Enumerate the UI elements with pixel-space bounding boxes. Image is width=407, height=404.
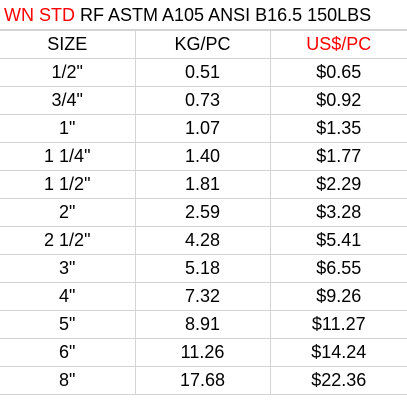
table-cell: 17.68 <box>134 366 271 395</box>
table-cell: $14.24 <box>269 338 407 367</box>
title-rest: RF ASTM A105 ANSI B16.5 150LBS <box>80 5 372 25</box>
table-body: SIZE KG/PC US$/PC 1/2" 0.51 $0.65 3/4" 0.73 $0.9… <box>0 30 407 395</box>
title-row: WN STD RF ASTM A105 ANSI B16.5 150LBS <box>0 0 407 30</box>
table-cell: 2 1/2" <box>0 226 136 255</box>
table-cell: $9.26 <box>269 282 407 311</box>
table-cell: $6.55 <box>269 254 407 283</box>
header-cell: KG/PC <box>134 30 271 59</box>
table-cell: 0.51 <box>134 58 271 87</box>
table-cell: 0.73 <box>134 86 271 115</box>
table-cell: $22.36 <box>269 366 407 395</box>
table-cell: 3/4" <box>0 86 136 115</box>
table-cell: 11.26 <box>134 338 271 367</box>
table-cell: 4" <box>0 282 136 311</box>
table-cell: $0.65 <box>269 58 407 87</box>
header-row: SIZE KG/PC US$/PC <box>0 30 407 59</box>
table-cell: 3" <box>0 254 136 283</box>
table-row: 8" 17.68 $22.36 <box>0 366 407 395</box>
table-cell: 5" <box>0 310 136 339</box>
table-cell: 2.59 <box>134 198 271 227</box>
table-cell: 1.40 <box>134 142 271 171</box>
table-row: 4" 7.32 $9.26 <box>0 282 407 311</box>
table-cell: $5.41 <box>269 226 407 255</box>
header-cell: SIZE <box>0 30 136 59</box>
table-cell: 2" <box>0 198 136 227</box>
table-cell: 6" <box>0 338 136 367</box>
table-cell: $0.92 <box>269 86 407 115</box>
table-row: 3/4" 0.73 $0.92 <box>0 86 407 115</box>
table-cell: 5.18 <box>134 254 271 283</box>
table-row: 2" 2.59 $3.28 <box>0 198 407 227</box>
table-row: 3" 5.18 $6.55 <box>0 254 407 283</box>
table-cell: 1 1/2" <box>0 170 136 199</box>
table-row: 5" 8.91 $11.27 <box>0 310 407 339</box>
table-cell: 4.28 <box>134 226 271 255</box>
table-cell: 8" <box>0 366 136 395</box>
header-cell: US$/PC <box>269 30 407 59</box>
price-table: SIZE KG/PC US$/PC 1/2" 0.51 $0.65 3/4" 0.73 $0.9… <box>0 30 407 395</box>
table-cell: $1.77 <box>269 142 407 171</box>
table-row: 1 1/2" 1.81 $2.29 <box>0 170 407 199</box>
table-cell: 8.91 <box>134 310 271 339</box>
table-cell: 1/2" <box>0 58 136 87</box>
table-row: 6" 11.26 $14.24 <box>0 338 407 367</box>
table-row: 1" 1.07 $1.35 <box>0 114 407 143</box>
table-cell: $3.28 <box>269 198 407 227</box>
table-cell: 1.07 <box>134 114 271 143</box>
table-cell: 7.32 <box>134 282 271 311</box>
table-cell: 1" <box>0 114 136 143</box>
table-cell: $1.35 <box>269 114 407 143</box>
table-cell: 1.81 <box>134 170 271 199</box>
table-cell: 1 1/4" <box>0 142 136 171</box>
table-row: 1 1/4" 1.40 $1.77 <box>0 142 407 171</box>
table-cell: $2.29 <box>269 170 407 199</box>
table-cell: $11.27 <box>269 310 407 339</box>
title-highlight: WN STD <box>4 5 75 25</box>
table-row: 1/2" 0.51 $0.65 <box>0 58 407 87</box>
table-row: 2 1/2" 4.28 $5.41 <box>0 226 407 255</box>
